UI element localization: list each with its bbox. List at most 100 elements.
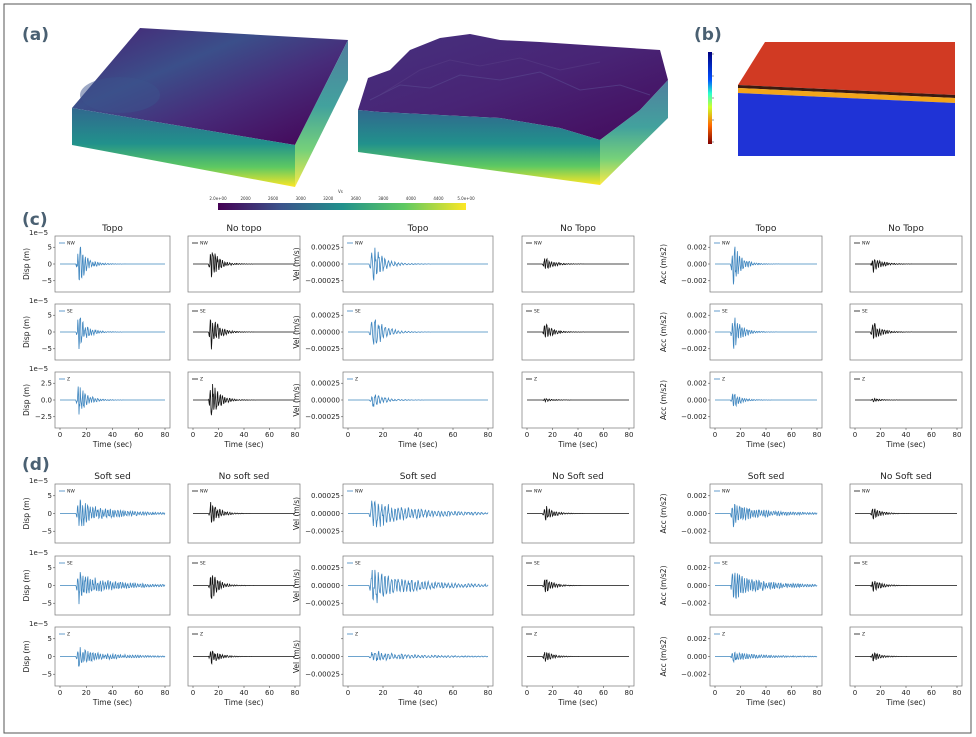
legend-label: NW	[862, 489, 870, 495]
column-title: Topo	[407, 224, 429, 234]
subplot-d-3-0: NW	[521, 483, 635, 544]
waveform-line	[715, 504, 818, 528]
x-axis-label: Time (sec)	[745, 440, 785, 449]
y-tick-label: 0	[48, 510, 52, 518]
x-tick-label: 0	[525, 689, 529, 697]
subplot-c-1-1: SE	[187, 303, 301, 361]
subplot-d-0-1: SE 5 0 −5 Disp (m) 1e−5	[22, 549, 171, 616]
colorbar-a-tick: 2000	[240, 196, 251, 201]
y-axis-label: Disp (m)	[22, 316, 31, 348]
column-title: Soft sed	[748, 472, 785, 482]
y-tick-label: −0.002	[681, 600, 707, 608]
waveform-line	[715, 246, 817, 285]
subplot-c-0-1: SE 5 0 −5 Disp (m) 1e−5	[22, 297, 171, 361]
x-axis-label: Time (sec)	[557, 698, 597, 707]
legend-label: SE	[862, 561, 868, 567]
y-axis-label: Vel (m/s)	[292, 640, 301, 673]
waveform-line	[193, 575, 295, 599]
x-tick-label: 40	[108, 689, 117, 697]
x-tick-label: 0	[58, 431, 62, 439]
legend-label: Z	[67, 632, 70, 638]
x-axis-label: Time (sec)	[885, 698, 925, 707]
subplot-c-3-0: NW	[521, 235, 635, 293]
y-tick-label: −0.00025	[305, 413, 340, 421]
y-tick-label: 0.00000	[311, 510, 340, 518]
legend-label: NW	[862, 241, 870, 247]
y-axis-label: Vel (m/s)	[292, 383, 301, 416]
x-tick-label: 40	[240, 689, 249, 697]
y-tick-label: 0.002	[687, 380, 707, 388]
waveform-line	[715, 651, 818, 664]
subplot-c-5-1: SE	[849, 303, 963, 361]
y-tick-label: −5	[42, 600, 52, 608]
waveform-line	[60, 386, 165, 415]
colorbar-a-tick: 3200	[323, 196, 334, 201]
column-title: No soft sed	[219, 472, 270, 482]
x-axis-label: Time (sec)	[223, 698, 263, 707]
column-title: Soft sed	[400, 472, 437, 482]
x-tick-label: 80	[484, 689, 493, 697]
x-tick-label: 60	[265, 431, 274, 439]
x-tick-label: 60	[449, 431, 458, 439]
y-tick-label: 5	[48, 635, 52, 643]
legend-label: SE	[200, 309, 206, 315]
legend-label: Z	[355, 632, 358, 638]
subplot-c-1-0: NW	[187, 235, 301, 293]
y-exponent: 1e−5	[29, 620, 48, 628]
waveform-line	[527, 652, 629, 662]
waveform-line	[193, 383, 295, 416]
waveform-line	[348, 569, 489, 604]
x-tick-label: 20	[214, 431, 223, 439]
subplot-d-0-0: NW 5 0 −5 Disp (m) 1e−5	[22, 477, 171, 544]
x-tick-label: 40	[108, 431, 117, 439]
colorbar-a-tick: 4400	[433, 196, 444, 201]
y-tick-label: −5	[42, 528, 52, 536]
colorbar-a-tick: 4000	[406, 196, 417, 201]
x-tick-label: 0	[713, 431, 717, 439]
subplot-d-1-2: Z 0 20 40 60 80 Time (sec)	[187, 626, 301, 707]
x-tick-label: 60	[927, 689, 936, 697]
legend-label: NW	[722, 241, 730, 247]
y-tick-label: 0.002	[687, 244, 707, 252]
waveform-line	[348, 500, 489, 528]
y-tick-label: −0.002	[681, 413, 707, 421]
waveform-line	[193, 501, 295, 523]
y-tick-label: 2.5	[41, 380, 52, 388]
x-axis-label: Time (sec)	[557, 440, 597, 449]
y-tick-label: 0.00025	[311, 564, 340, 572]
column-title: Topo	[755, 224, 777, 234]
column-title: Topo	[101, 224, 123, 234]
waveform-grid-d: Soft sed NW 5 0 −5 Disp (m) 1e−5 SE 5 0 −5 Disp (m)…	[22, 472, 963, 707]
x-tick-label: 60	[599, 689, 608, 697]
y-tick-label: 0.00000	[311, 653, 340, 661]
y-tick-label: 0.000	[687, 510, 707, 518]
y-tick-label: 0.00025	[311, 244, 340, 252]
waveform-grid-c: Topo NW 5 0 −5 Disp (m) 1e−5 SE 5 0 −5 Disp (m) 1e−5…	[22, 224, 963, 449]
x-tick-label: 40	[902, 689, 911, 697]
waveform-line	[348, 247, 488, 281]
x-tick-label: 40	[762, 689, 771, 697]
waveform-line	[855, 322, 957, 340]
waveform-line	[855, 258, 957, 273]
waveform-line	[855, 652, 957, 662]
y-axis-label: Acc (m/s2)	[659, 565, 668, 605]
subplot-d-1-0: NW	[187, 483, 301, 544]
x-tick-label: 20	[214, 689, 223, 697]
x-tick-label: 80	[625, 689, 634, 697]
x-tick-label: 80	[813, 431, 822, 439]
x-tick-label: 20	[82, 431, 91, 439]
waveform-line	[527, 257, 629, 269]
x-tick-label: 40	[574, 689, 583, 697]
subplot-c-2-0: NW 0.00025 0.00000 −0.00025 Vel (m/s)	[292, 235, 494, 293]
subplot-d-4-2: Z 0.002 0.000 −0.002 Acc (m/s2) 0 20 40 60 80 Time…	[659, 626, 823, 707]
waveform-line	[715, 393, 817, 408]
y-axis-label: Acc (m/s2)	[659, 312, 668, 352]
subplot-c-5-2: Z 0 20 40 60 80 Time (sec)	[849, 371, 963, 449]
legend-label: Z	[862, 377, 865, 383]
legend-label: SE	[862, 309, 868, 315]
waveform-line	[60, 317, 165, 350]
waveform-line	[527, 579, 629, 593]
x-tick-label: 80	[161, 431, 170, 439]
legend-label: NW	[534, 489, 542, 495]
